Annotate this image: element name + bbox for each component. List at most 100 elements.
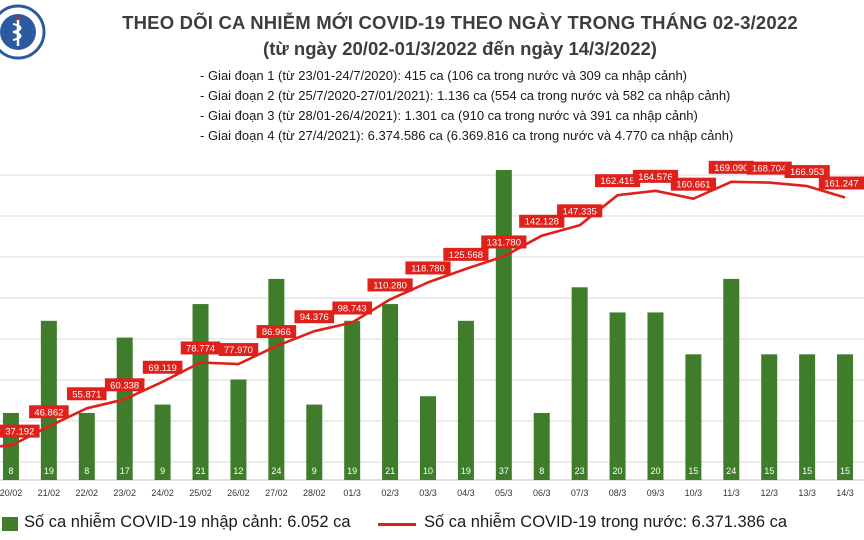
line-label-24/02: 69.119 xyxy=(148,363,176,374)
x-tick-22/02: 22/02 xyxy=(76,488,99,498)
bar-03/3 xyxy=(420,396,436,480)
bar-label-20/02: 8 xyxy=(8,466,13,476)
line-label-bg-13/3 xyxy=(784,165,830,179)
bar-label-12/3: 15 xyxy=(764,466,774,476)
bar-label-24/02: 9 xyxy=(160,466,165,476)
x-tick-10/3: 10/3 xyxy=(685,488,703,498)
phase-note-3: - Giai đoạn 3 (từ 28/01-26/4/2021): 1.30… xyxy=(200,108,698,123)
line-label-bg-01/3 xyxy=(332,301,372,315)
bar-26/02 xyxy=(230,379,247,480)
legend-bar-label: Số ca nhiễm COVID-19 nhập cảnh: 6.052 ca xyxy=(24,513,351,531)
line-label-07/3: 147.335 xyxy=(562,206,596,217)
bar-label-28/02: 9 xyxy=(312,466,317,476)
x-tick-13/3: 13/3 xyxy=(798,488,816,498)
legend-bar-swatch xyxy=(2,517,18,531)
bar-08/3 xyxy=(609,312,626,480)
line-label-bg-20/02 xyxy=(0,424,40,438)
x-tick-02/3: 02/3 xyxy=(381,488,399,498)
line-label-bg-27/02 xyxy=(256,325,297,339)
x-tick-01/3: 01/3 xyxy=(343,488,361,498)
x-tick-05/3: 05/3 xyxy=(495,488,513,498)
x-tick-14/3: 14/3 xyxy=(836,488,854,498)
bar-label-27/02: 24 xyxy=(271,466,281,476)
line-label-bg-04/3 xyxy=(443,247,489,261)
bar-label-03/3: 10 xyxy=(423,466,433,476)
line-label-bg-23/02 xyxy=(104,378,145,392)
x-tick-25/02: 25/02 xyxy=(189,488,212,498)
x-tick-28/02: 28/02 xyxy=(303,488,326,498)
phase-notes: - Giai đoạn 1 (từ 23/01-24/7/2020): 415 … xyxy=(200,66,840,146)
line-label-08/3: 162.415 xyxy=(600,176,634,187)
bar-label-14/3: 15 xyxy=(840,466,850,476)
bar-07/3 xyxy=(571,287,588,480)
ministry-logo xyxy=(0,4,46,60)
bar-28/02 xyxy=(306,404,323,480)
bar-label-08/3: 20 xyxy=(613,466,623,476)
chart-title: THEO DÕI CA NHIỄM MỚI COVID-19 THEO NGÀY… xyxy=(122,12,798,33)
legend-line-swatch xyxy=(378,523,416,526)
bar-label-13/3: 15 xyxy=(802,466,812,476)
line-label-25/02: 78.774 xyxy=(186,343,215,354)
legend-line-label: Số ca nhiễm COVID-19 trong nước: 6.371.3… xyxy=(424,513,788,531)
bar-10/3 xyxy=(685,354,702,480)
line-label-26/02: 77.970 xyxy=(224,345,253,356)
line-label-bg-09/3 xyxy=(632,169,679,183)
bar-label-23/02: 17 xyxy=(120,466,130,476)
bar-23/02 xyxy=(116,337,133,480)
bar-label-05/3: 37 xyxy=(499,466,509,476)
bar-02/3 xyxy=(382,304,399,480)
line-label-bg-02/3 xyxy=(367,278,413,292)
line-label-bg-21/02 xyxy=(29,405,69,419)
line-label-12/3: 168.704 xyxy=(752,164,786,175)
bar-label-21/02: 19 xyxy=(44,466,54,476)
bar-12/3 xyxy=(761,354,778,480)
line-label-bg-08/3 xyxy=(594,174,641,188)
line-label-14/3: 161.247 xyxy=(824,179,858,190)
line-label-09/3: 164.576 xyxy=(638,172,672,183)
bar-label-09/3: 20 xyxy=(650,466,660,476)
line-label-06/3: 142.128 xyxy=(525,217,559,228)
phase-note-4: - Giai đoạn 4 (từ 27/4/2021): 6.374.586 … xyxy=(200,128,734,143)
line-label-05/3: 131.780 xyxy=(487,237,521,248)
line-label-21/02: 46.862 xyxy=(34,407,63,418)
bar-label-26/02: 12 xyxy=(233,466,243,476)
x-tick-06/3: 06/3 xyxy=(533,488,551,498)
x-tick-11/3: 11/3 xyxy=(723,488,740,498)
x-tick-07/3: 07/3 xyxy=(571,488,589,498)
chart-subtitle: (từ ngày 20/02-01/3/2022 đến ngày 14/3/2… xyxy=(263,38,657,59)
x-tick-12/3: 12/3 xyxy=(760,488,778,498)
x-tick-20/02: 20/02 xyxy=(0,488,22,498)
bar-label-11/3: 24 xyxy=(726,466,736,476)
bar-label-22/02: 8 xyxy=(84,466,89,476)
bar-label-04/3: 19 xyxy=(461,466,471,476)
line-label-04/3: 125.568 xyxy=(449,250,483,261)
bar-label-07/3: 23 xyxy=(575,466,585,476)
line-label-bg-28/02 xyxy=(294,310,335,324)
bar-label-02/3: 21 xyxy=(385,466,395,476)
x-tick-03/3: 03/3 xyxy=(419,488,437,498)
bar-label-01/3: 19 xyxy=(347,466,357,476)
line-label-02/3: 110.280 xyxy=(373,280,407,291)
phase-note-1: - Giai đoạn 1 (từ 23/01-24/7/2020): 415 … xyxy=(200,68,688,83)
x-tick-21/02: 21/02 xyxy=(38,488,61,498)
x-tick-08/3: 08/3 xyxy=(609,488,627,498)
x-tick-27/02: 27/02 xyxy=(265,488,288,498)
line-label-20/02: 37.192 xyxy=(5,427,34,438)
line-label-13/3: 166.953 xyxy=(790,167,824,178)
bar-04/3 xyxy=(457,320,474,480)
line-label-28/02: 94.376 xyxy=(300,312,329,323)
line-label-22/02: 55.871 xyxy=(72,389,101,400)
line-label-bg-26/02 xyxy=(218,343,259,357)
x-tick-23/02: 23/02 xyxy=(113,488,136,498)
bar-label-10/3: 15 xyxy=(688,466,698,476)
line-label-bg-25/02 xyxy=(180,341,221,355)
line-label-bg-10/3 xyxy=(670,177,716,191)
line-label-bg-24/02 xyxy=(142,360,183,374)
line-label-10/3: 160.661 xyxy=(676,180,710,191)
line-label-bg-07/3 xyxy=(557,204,603,218)
line-label-23/02: 60.338 xyxy=(110,380,139,391)
bar-22/02 xyxy=(78,412,95,480)
bar-13/3 xyxy=(799,354,816,480)
line-label-01/3: 98.743 xyxy=(338,304,367,315)
